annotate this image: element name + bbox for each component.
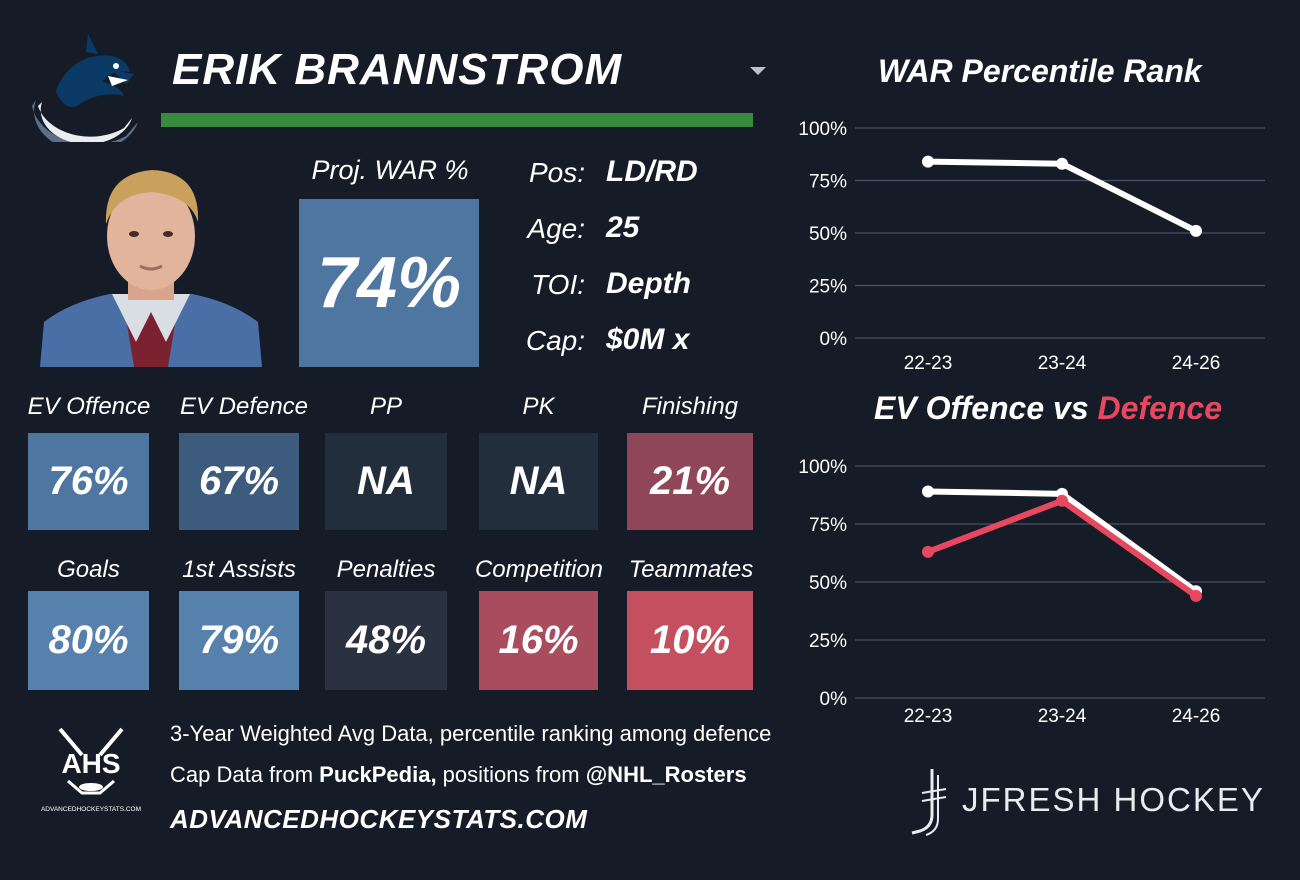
- cap-label: Cap:: [525, 325, 585, 356]
- data-point: [922, 485, 934, 498]
- toi-value: Depth: [606, 267, 691, 300]
- y-tick-label: 75%: [809, 515, 847, 536]
- ev-offence-value: 76%: [28, 433, 149, 530]
- position-value: LD/RD: [606, 155, 698, 188]
- war-chart-title: WAR Percentile Rank: [878, 53, 1202, 89]
- pp-label: PP: [369, 393, 402, 420]
- proj-war-value: 74%: [299, 199, 479, 367]
- finishing-value: 21%: [627, 433, 753, 530]
- y-tick-label: 0%: [820, 329, 848, 350]
- y-tick-label: 25%: [809, 277, 847, 298]
- age-label: Age:: [527, 213, 585, 244]
- y-tick-label: 0%: [820, 689, 848, 710]
- x-tick-label: 23-24: [1038, 353, 1087, 374]
- ev-defence-value: 67%: [179, 433, 299, 530]
- ev-chart-title-part1: EV Offence vs: [874, 390, 1098, 426]
- age-value: 25: [606, 211, 640, 244]
- data-point: [1190, 589, 1202, 602]
- puckpedia-link[interactable]: PuckPedia,: [319, 762, 437, 787]
- y-tick-label: 25%: [809, 631, 847, 652]
- data-point: [1190, 224, 1202, 237]
- x-tick-label: 22-23: [904, 706, 953, 727]
- first-assists-value: 79%: [179, 591, 299, 690]
- x-tick-label: 24-26: [1172, 706, 1221, 727]
- goals-label: Goals: [57, 556, 120, 583]
- data-point: [1056, 494, 1068, 507]
- chevron-down-icon[interactable]: [750, 67, 766, 75]
- y-tick-label: 100%: [798, 457, 847, 478]
- site-url-link[interactable]: ADVANCEDHOCKEYSTATS.COM: [170, 804, 588, 834]
- competition-value: 16%: [479, 591, 598, 690]
- x-tick-label: 22-23: [904, 353, 953, 374]
- series-line: [925, 158, 1199, 234]
- jfresh-logo-icon: [908, 767, 948, 837]
- ev-defence-label: EV Defence: [179, 393, 309, 420]
- ev-offence-defence-chart: 0% 25% 50% 75% 100% 22-23 23-24 24-26: [798, 457, 1265, 727]
- data-point: [922, 545, 934, 558]
- y-tick-label: 50%: [809, 224, 847, 245]
- team-logo-icon: [28, 30, 146, 152]
- footnote-weighting: 3-Year Weighted Avg Data, percentile ran…: [170, 721, 772, 746]
- y-tick-label: 75%: [809, 172, 847, 193]
- footnote-sources: Cap Data from PuckPedia, positions from …: [170, 762, 747, 788]
- player-name: ERIK BRANNSTROM: [172, 45, 623, 94]
- first-assists-label: 1st Assists: [182, 556, 296, 583]
- data-point: [1056, 157, 1068, 170]
- goals-value: 80%: [28, 591, 149, 690]
- pk-label: PK: [522, 393, 555, 420]
- ahs-logo-icon: AHS ADVANCEDHOCKEYSTATS.COM: [38, 725, 144, 817]
- pk-value: NA: [479, 433, 598, 530]
- ev-chart-title: EV Offence vs Defence: [874, 390, 1222, 427]
- ahs-logo-text: AHS: [61, 748, 120, 779]
- cap-value: $0M x: [606, 323, 690, 356]
- data-point: [922, 155, 934, 168]
- ev-offence-label: EV Offence: [27, 393, 151, 420]
- footnote-prefix: Cap Data from: [170, 762, 320, 787]
- war-percentile-chart: 0% 25% 50% 75% 100% 22-23 23-24 24-26: [798, 119, 1265, 374]
- finishing-label: Finishing: [641, 393, 739, 420]
- ahs-logo-subtext: ADVANCEDHOCKEYSTATS.COM: [41, 806, 141, 813]
- x-tick-label: 24-26: [1172, 353, 1221, 374]
- proj-war-label: Proj. WAR %: [311, 155, 469, 185]
- toi-label: TOI:: [531, 269, 585, 300]
- competition-label: Competition: [474, 556, 604, 583]
- y-tick-label: 100%: [798, 119, 847, 140]
- pp-value: NA: [325, 433, 447, 530]
- ev-chart-title-part2: Defence: [1097, 390, 1223, 426]
- penalties-value: 48%: [325, 591, 447, 690]
- penalties-label: Penalties: [336, 556, 436, 583]
- y-tick-label: 50%: [809, 573, 847, 594]
- teammates-label: Teammates: [628, 556, 754, 583]
- teammates-value: 10%: [627, 591, 753, 690]
- player-photo: [40, 162, 262, 367]
- position-label: Pos:: [528, 157, 585, 188]
- footnote-middle: positions from: [436, 762, 586, 787]
- name-underline: [161, 113, 753, 127]
- jfresh-brand: JFRESH HOCKEY: [962, 781, 1265, 818]
- nhl-rosters-handle[interactable]: @NHL_Rosters: [585, 762, 747, 787]
- x-tick-label: 23-24: [1038, 706, 1087, 727]
